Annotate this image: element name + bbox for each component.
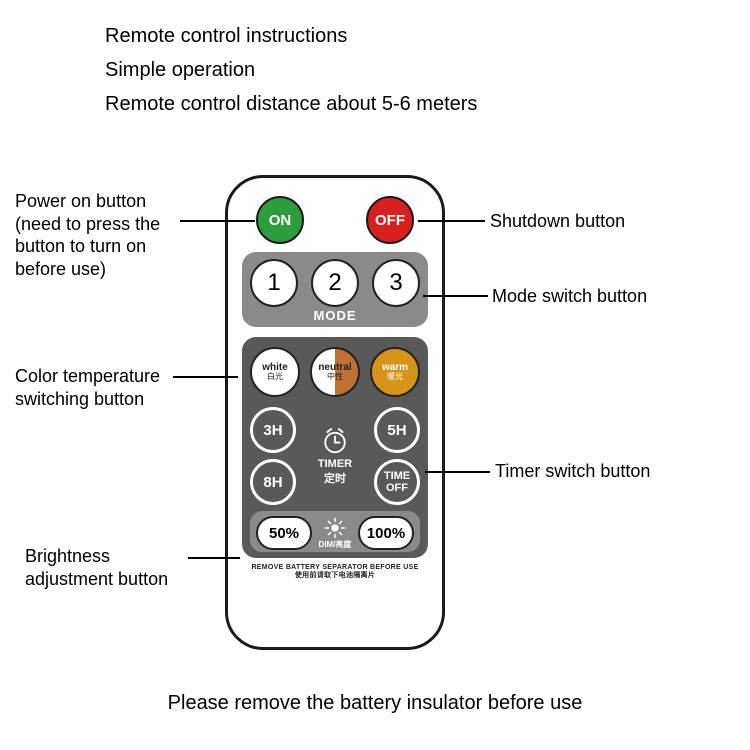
color-row: white 白光 neutral 中性 warm 暖光 (250, 347, 420, 397)
lower-panel: white 白光 neutral 中性 warm 暖光 3H 8H (242, 337, 428, 558)
header-line1: Remote control instructions (105, 20, 477, 52)
off-button[interactable]: OFF (366, 196, 414, 244)
timer-3h-button[interactable]: 3H (250, 407, 296, 453)
sun-icon (324, 517, 346, 539)
battery-note-cn: 使用前请取下电池隔离片 (242, 572, 428, 580)
callout-color-temp: Color temperature switching button (15, 365, 160, 410)
timer-row: 3H 8H TIMER 定时 5H TIME OFF (250, 407, 420, 505)
mode-3-button[interactable]: 3 (372, 259, 420, 307)
line-timer-switch (425, 471, 490, 473)
dim-100-button[interactable]: 100% (358, 516, 414, 550)
callout-timer-switch: Timer switch button (495, 460, 650, 483)
line-mode-switch (423, 295, 488, 297)
line-brightness (188, 557, 240, 559)
timer-8h-button[interactable]: 8H (250, 459, 296, 505)
power-row: ON OFF (242, 196, 428, 244)
footer-text: Please remove the battery insulator befo… (0, 692, 750, 715)
dim-row: 50% DIM/亮度 100% (250, 511, 420, 552)
callout-brightness: Brightness adjustment button (25, 545, 168, 590)
color-white-button[interactable]: white 白光 (250, 347, 300, 397)
line-color-temp (173, 376, 238, 378)
header-line2: Simple operation (105, 54, 477, 86)
mode-panel: 1 2 3 MODE (242, 252, 428, 327)
line-shutdown (418, 220, 485, 222)
clock-icon (320, 426, 350, 456)
timer-left-col: 3H 8H (250, 407, 296, 505)
timer-5h-button[interactable]: 5H (374, 407, 420, 453)
remote-body: ON OFF 1 2 3 MODE white 白光 neutral 中性 wa… (225, 175, 445, 650)
callout-power-on: Power on button (need to press the butto… (15, 190, 160, 280)
timer-off-button[interactable]: TIME OFF (374, 459, 420, 505)
color-neutral-button[interactable]: neutral 中性 (310, 347, 360, 397)
mode-1-button[interactable]: 1 (250, 259, 298, 307)
mode-label: MODE (250, 308, 420, 323)
mode-row: 1 2 3 (250, 259, 420, 307)
on-button[interactable]: ON (256, 196, 304, 244)
callout-shutdown: Shutdown button (490, 210, 625, 233)
off-label: OFF (375, 212, 405, 229)
timer-right-col: 5H TIME OFF (374, 407, 420, 505)
battery-note: REMOVE BATTERY SEPARATOR BEFORE USE 使用前请… (242, 564, 428, 581)
dim-center: DIM/亮度 (319, 517, 352, 550)
callout-mode-switch: Mode switch button (492, 285, 647, 308)
timer-center: TIMER 定时 (318, 426, 352, 486)
on-label: ON (269, 212, 292, 229)
timer-label-en: TIMER (318, 458, 352, 470)
color-warm-button[interactable]: warm 暖光 (370, 347, 420, 397)
header-text: Remote control instructions Simple opera… (105, 20, 477, 122)
header-line3: Remote control distance about 5-6 meters (105, 88, 477, 120)
mode-2-button[interactable]: 2 (311, 259, 359, 307)
dim-50-button[interactable]: 50% (256, 516, 312, 550)
timer-label-cn: 定时 (324, 470, 346, 486)
dim-label: DIM/亮度 (319, 539, 352, 550)
line-power-on (180, 220, 255, 222)
